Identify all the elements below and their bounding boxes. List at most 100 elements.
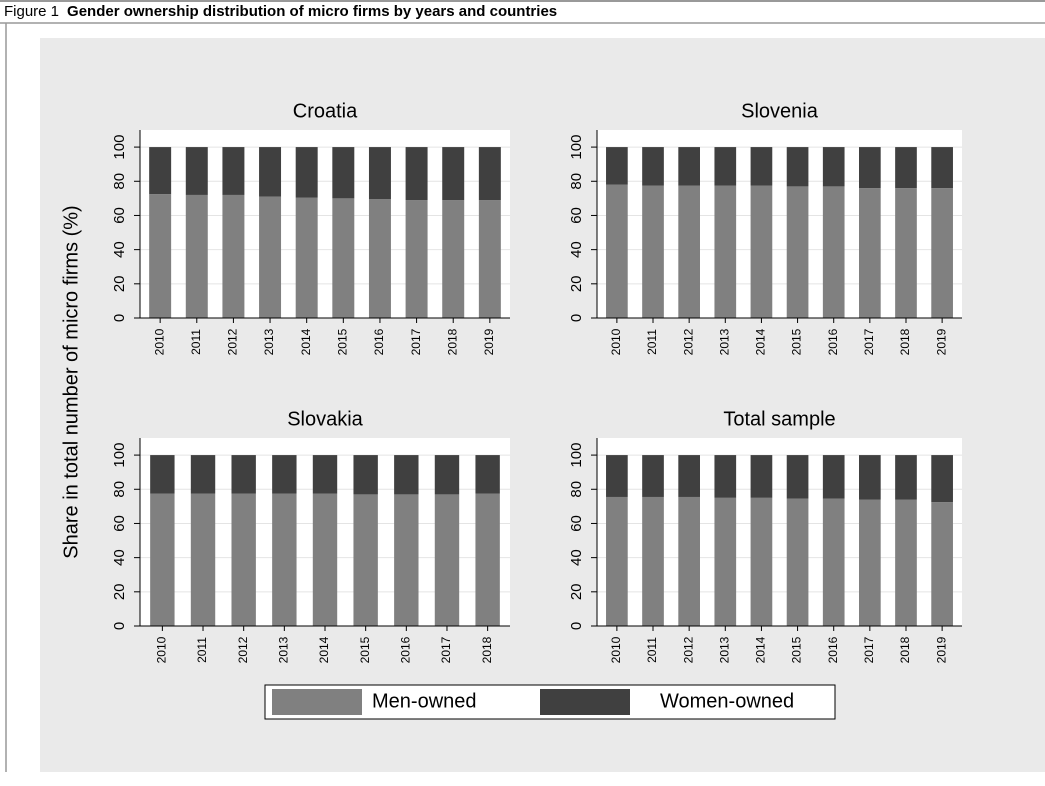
y-tick-label: 80 (111, 481, 128, 498)
bar-segment (312, 493, 338, 626)
bar-segment (150, 455, 175, 494)
bar-segment (332, 147, 355, 199)
bar-segment (190, 455, 216, 494)
x-tick-label: 2011 (195, 637, 209, 663)
x-tick-label: 2016 (826, 328, 840, 355)
bar-segment (714, 147, 737, 186)
bar-segment (750, 185, 773, 318)
bar-segment (368, 199, 391, 318)
bar-segment (931, 147, 953, 189)
x-tick-label: 2017 (862, 328, 876, 355)
y-tick-label: 0 (111, 622, 128, 630)
bar-segment (750, 497, 773, 626)
x-tick-label: 2013 (277, 636, 291, 663)
bar-segment (786, 147, 809, 187)
bar-segment (895, 499, 917, 626)
bar-segment (272, 455, 297, 494)
bar-segment (295, 197, 318, 318)
bar-segment (405, 200, 428, 318)
x-tick-label: 2018 (480, 636, 494, 663)
bar-segment (434, 455, 460, 495)
bar-segment (678, 455, 700, 497)
y-tick-label: 60 (568, 207, 585, 224)
x-tick-label: 2011 (189, 329, 203, 355)
figure-title: Gender ownership distribution of micro f… (67, 3, 557, 20)
bar-segment (394, 455, 419, 495)
bar-segment (606, 496, 628, 626)
y-tick-label: 0 (568, 314, 585, 322)
bar-segment (642, 147, 664, 186)
x-tick-label: 2013 (717, 636, 731, 663)
x-tick-label: 2015 (358, 636, 372, 663)
y-tick-label: 100 (111, 135, 128, 160)
bar-segment (714, 455, 737, 498)
x-tick-label: 2017 (439, 636, 453, 663)
bar-segment (606, 147, 628, 185)
y-tick-label: 40 (111, 549, 128, 566)
legend-label: Men-owned (372, 690, 477, 712)
bar-segment (606, 455, 628, 497)
x-tick-label: 2017 (862, 636, 876, 663)
y-tick-label: 0 (568, 622, 585, 630)
bar-segment (259, 147, 282, 197)
x-tick-label: 2019 (934, 636, 948, 663)
x-tick-label: 2016 (826, 636, 840, 663)
bar-segment (931, 455, 953, 503)
bar-segment (222, 147, 245, 195)
bar-segment (895, 147, 917, 189)
bar-segment (185, 194, 208, 318)
bar-segment (642, 185, 664, 318)
bar-segment (750, 455, 773, 498)
x-tick-label: 2018 (445, 328, 459, 355)
bar-segment (149, 147, 172, 195)
bar-segment (434, 494, 460, 626)
bar-segment (332, 198, 355, 318)
y-tick-label: 60 (111, 207, 128, 224)
y-tick-label: 100 (568, 443, 585, 468)
x-tick-label: 2015 (790, 328, 804, 355)
y-tick-label: 80 (111, 173, 128, 190)
bar-segment (678, 496, 700, 626)
bar-segment (786, 455, 809, 499)
bar-segment (190, 493, 216, 626)
bar-segment (272, 493, 297, 626)
bar-segment (931, 502, 953, 626)
bar-segment (295, 147, 318, 198)
figure-label: Figure 1 (4, 3, 59, 20)
bar-segment (822, 498, 845, 626)
x-tick-label: 2010 (609, 328, 623, 355)
panel-title: Slovenia (741, 100, 819, 122)
y-tick-label: 80 (568, 173, 585, 190)
bar-segment (822, 186, 845, 318)
y-tick-label: 100 (111, 443, 128, 468)
bar-segment (714, 185, 737, 318)
x-tick-label: 2014 (754, 328, 768, 355)
bar-segment (931, 188, 953, 318)
x-tick-label: 2018 (898, 636, 912, 663)
bar-segment (442, 147, 465, 201)
y-tick-label: 80 (568, 481, 585, 498)
x-tick-label: 2011 (645, 329, 659, 355)
bar-segment (859, 147, 881, 189)
bar-segment (714, 497, 737, 626)
legend-swatch (540, 689, 630, 715)
panel-title: Slovakia (287, 408, 363, 430)
bar-segment (859, 499, 881, 626)
x-tick-label: 2018 (898, 328, 912, 355)
y-tick-label: 20 (568, 583, 585, 600)
y-tick-label: 20 (111, 275, 128, 292)
y-tick-label: 60 (568, 515, 585, 532)
bar-segment (231, 455, 256, 494)
bar-segment (642, 496, 664, 626)
bar-segment (642, 455, 664, 497)
bar-segment (394, 494, 419, 626)
bar-segment (786, 186, 809, 318)
x-tick-label: 2012 (236, 636, 250, 663)
bar-segment (149, 194, 172, 318)
bar-segment (895, 188, 917, 318)
x-tick-label: 2014 (299, 328, 313, 355)
x-tick-label: 2015 (790, 636, 804, 663)
bar-segment (786, 498, 809, 626)
bar-segment (822, 147, 845, 187)
bar-segment (353, 494, 378, 626)
